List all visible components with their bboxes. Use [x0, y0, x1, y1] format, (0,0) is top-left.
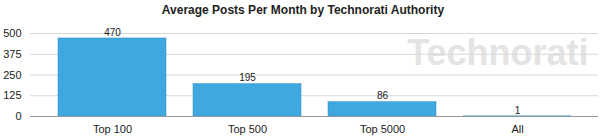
svg-text:250: 250 — [3, 69, 21, 81]
svg-text:Top 5000: Top 5000 — [360, 123, 405, 135]
svg-text:Top 100: Top 100 — [93, 123, 132, 135]
svg-text:470: 470 — [104, 27, 121, 38]
svg-text:125: 125 — [3, 89, 21, 101]
svg-text:Technorati: Technorati — [407, 32, 588, 73]
svg-text:195: 195 — [239, 72, 256, 83]
svg-text:86: 86 — [377, 90, 389, 101]
svg-text:Top 500: Top 500 — [228, 123, 267, 135]
svg-text:All: All — [511, 123, 523, 135]
svg-text:375: 375 — [3, 48, 21, 60]
svg-text:500: 500 — [3, 27, 21, 39]
svg-text:0: 0 — [15, 110, 21, 122]
html-text:Average Posts Per Month by Tec: Average Posts Per Month by Technorati Au… — [161, 3, 445, 17]
svg-text:1: 1 — [515, 105, 521, 116]
